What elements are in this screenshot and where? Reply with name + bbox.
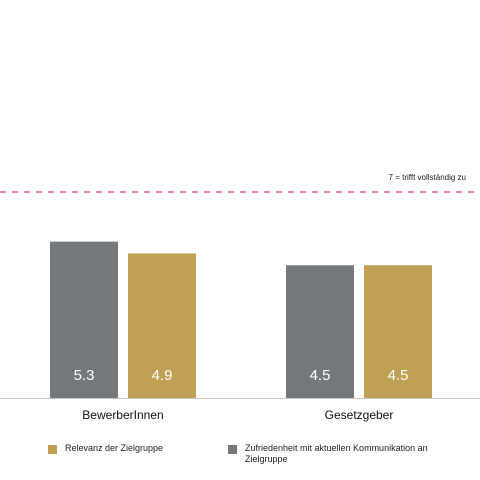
bars-group: 5.3 4.9 4.5 4.5 xyxy=(50,241,432,398)
category-label-bewerberinnen: BewerberInnen xyxy=(82,408,163,422)
legend-item-relevanz: Relevanz der Zielgruppe xyxy=(48,443,218,454)
data-label-bewerberinnen-series-0: 5.3 xyxy=(74,367,95,384)
legend-item-zufriedenheit: Zufriedenheit mit aktuellen Kommunikatio… xyxy=(228,443,453,465)
bar-bewerberinnen-series-1 xyxy=(128,253,196,398)
category-label-gesetzgeber: Gesetzgeber xyxy=(325,408,394,422)
bar-bewerberinnen-series-0 xyxy=(50,241,118,398)
bar-gesetzgeber-series-1 xyxy=(364,265,432,398)
reference-line-label: 7 = trifft vollständig zu xyxy=(389,173,466,182)
legend-swatch-zufriedenheit xyxy=(228,445,237,454)
legend-label-zufriedenheit: Zufriedenheit mit aktuellen Kommunikatio… xyxy=(245,443,428,464)
bar-gesetzgeber-series-0 xyxy=(286,265,354,398)
data-label-gesetzgeber-series-0: 4.5 xyxy=(310,367,331,384)
legend-swatch-relevanz xyxy=(48,445,57,454)
data-label-bewerberinnen-series-1: 4.9 xyxy=(152,367,173,384)
category-labels: BewerberInnen Gesetzgeber xyxy=(82,408,393,422)
data-label-gesetzgeber-series-1: 4.5 xyxy=(388,367,409,384)
legend-label-relevanz: Relevanz der Zielgruppe xyxy=(65,443,164,453)
